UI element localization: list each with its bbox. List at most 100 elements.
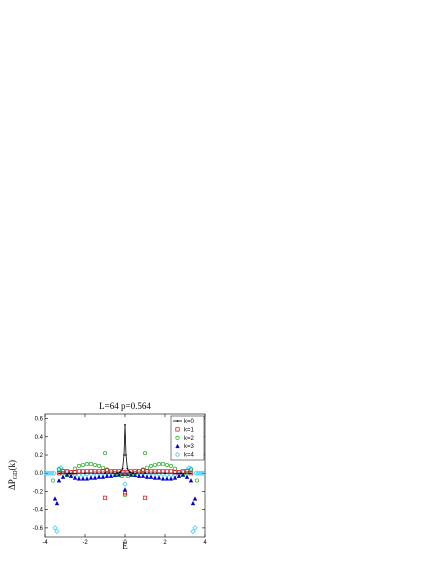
data-point bbox=[192, 496, 198, 501]
data-point bbox=[92, 462, 98, 468]
data-point bbox=[164, 476, 170, 481]
data-point bbox=[164, 462, 170, 468]
data-point bbox=[84, 476, 90, 481]
legend-item: k=0 bbox=[173, 419, 195, 425]
data-point bbox=[80, 462, 86, 468]
y-axis-label: ΔPGD(k) bbox=[7, 460, 19, 490]
data-point bbox=[124, 424, 126, 426]
data-point bbox=[88, 469, 94, 474]
data-point bbox=[56, 478, 62, 483]
x-tick-label: -4 bbox=[42, 540, 48, 546]
data-point bbox=[190, 528, 196, 535]
data-point bbox=[88, 475, 94, 480]
data-point bbox=[68, 470, 74, 475]
legend-swatch bbox=[175, 427, 180, 432]
data-point bbox=[168, 463, 174, 468]
series-k0 bbox=[58, 424, 192, 475]
data-point bbox=[148, 463, 154, 468]
data-point bbox=[108, 473, 114, 478]
data-point bbox=[72, 466, 78, 471]
data-point bbox=[199, 470, 205, 476]
data-point bbox=[172, 470, 178, 475]
chart-title: L=64 p=0.564 bbox=[99, 401, 151, 411]
data-point bbox=[142, 451, 148, 456]
y-axis-label-main: ΔP bbox=[7, 479, 17, 490]
data-point bbox=[52, 496, 58, 501]
svg-text:ΔPGD(k): ΔPGD(k) bbox=[7, 460, 19, 490]
data-point bbox=[176, 473, 182, 478]
data-point bbox=[47, 470, 53, 476]
data-point bbox=[195, 470, 201, 476]
data-point bbox=[156, 462, 162, 467]
data-point bbox=[193, 470, 199, 476]
data-point bbox=[125, 454, 127, 456]
legend-item: k=2 bbox=[175, 435, 195, 442]
data-point bbox=[72, 475, 78, 480]
y-tick-label: 0.6 bbox=[35, 417, 44, 423]
data-point bbox=[50, 478, 56, 483]
x-axis-label: E bbox=[122, 541, 128, 551]
series-k1 bbox=[56, 468, 194, 500]
data-point bbox=[84, 462, 90, 467]
data-point bbox=[72, 470, 78, 475]
data-point bbox=[100, 474, 106, 479]
data-point bbox=[156, 469, 162, 474]
data-point bbox=[49, 470, 55, 476]
legend-swatch bbox=[175, 443, 180, 449]
data-point bbox=[201, 470, 207, 476]
data-point bbox=[140, 468, 146, 473]
y-tick-label: -0.4 bbox=[33, 508, 44, 514]
data-series bbox=[43, 424, 207, 535]
data-point bbox=[43, 470, 49, 476]
data-point bbox=[190, 472, 192, 475]
data-point bbox=[132, 472, 134, 475]
data-point bbox=[80, 476, 86, 481]
y-axis-label-arg: (k) bbox=[7, 460, 17, 471]
data-point bbox=[92, 475, 98, 480]
data-point bbox=[140, 473, 146, 478]
y-tick-label: -0.6 bbox=[33, 526, 44, 532]
data-point bbox=[124, 470, 130, 475]
data-point bbox=[172, 466, 178, 471]
data-point bbox=[96, 474, 102, 479]
data-point bbox=[160, 469, 166, 474]
data-point bbox=[156, 475, 162, 480]
data-point bbox=[119, 471, 121, 474]
legend-item: k=3 bbox=[175, 443, 195, 450]
data-point bbox=[51, 470, 57, 476]
data-point bbox=[102, 451, 108, 456]
data-point bbox=[194, 478, 200, 483]
data-point bbox=[102, 495, 108, 500]
data-point bbox=[129, 471, 131, 474]
data-point bbox=[100, 465, 106, 470]
legend-dot bbox=[176, 420, 179, 422]
data-point bbox=[142, 495, 148, 500]
data-point bbox=[54, 528, 60, 535]
data-point bbox=[104, 472, 106, 475]
x-tick-label: 2 bbox=[163, 540, 167, 546]
data-point bbox=[121, 467, 124, 470]
data-point bbox=[148, 474, 154, 479]
legend-label: k=1 bbox=[184, 427, 195, 433]
y-tick-label: -0.2 bbox=[33, 489, 44, 495]
data-point bbox=[164, 472, 166, 475]
data-point bbox=[116, 472, 118, 475]
data-point bbox=[123, 454, 125, 456]
data-point bbox=[188, 478, 194, 483]
data-point bbox=[136, 473, 142, 478]
axis-ticks: -4 -2 0 2 4 -0.6 -0.4 -0.2 0.0 0.2 0.4 0.6 bbox=[33, 414, 207, 546]
data-point bbox=[126, 467, 129, 470]
data-point bbox=[68, 472, 70, 475]
data-point bbox=[88, 462, 94, 467]
legend-swatch bbox=[174, 452, 181, 458]
data-point bbox=[96, 463, 102, 468]
data-point bbox=[76, 463, 82, 468]
x-tick-label: -2 bbox=[82, 540, 88, 546]
data-point bbox=[184, 474, 190, 479]
data-point bbox=[120, 470, 126, 475]
y-tick-label: 0.2 bbox=[35, 453, 44, 459]
data-point bbox=[152, 462, 158, 468]
data-point bbox=[104, 468, 110, 473]
data-point bbox=[180, 472, 182, 475]
